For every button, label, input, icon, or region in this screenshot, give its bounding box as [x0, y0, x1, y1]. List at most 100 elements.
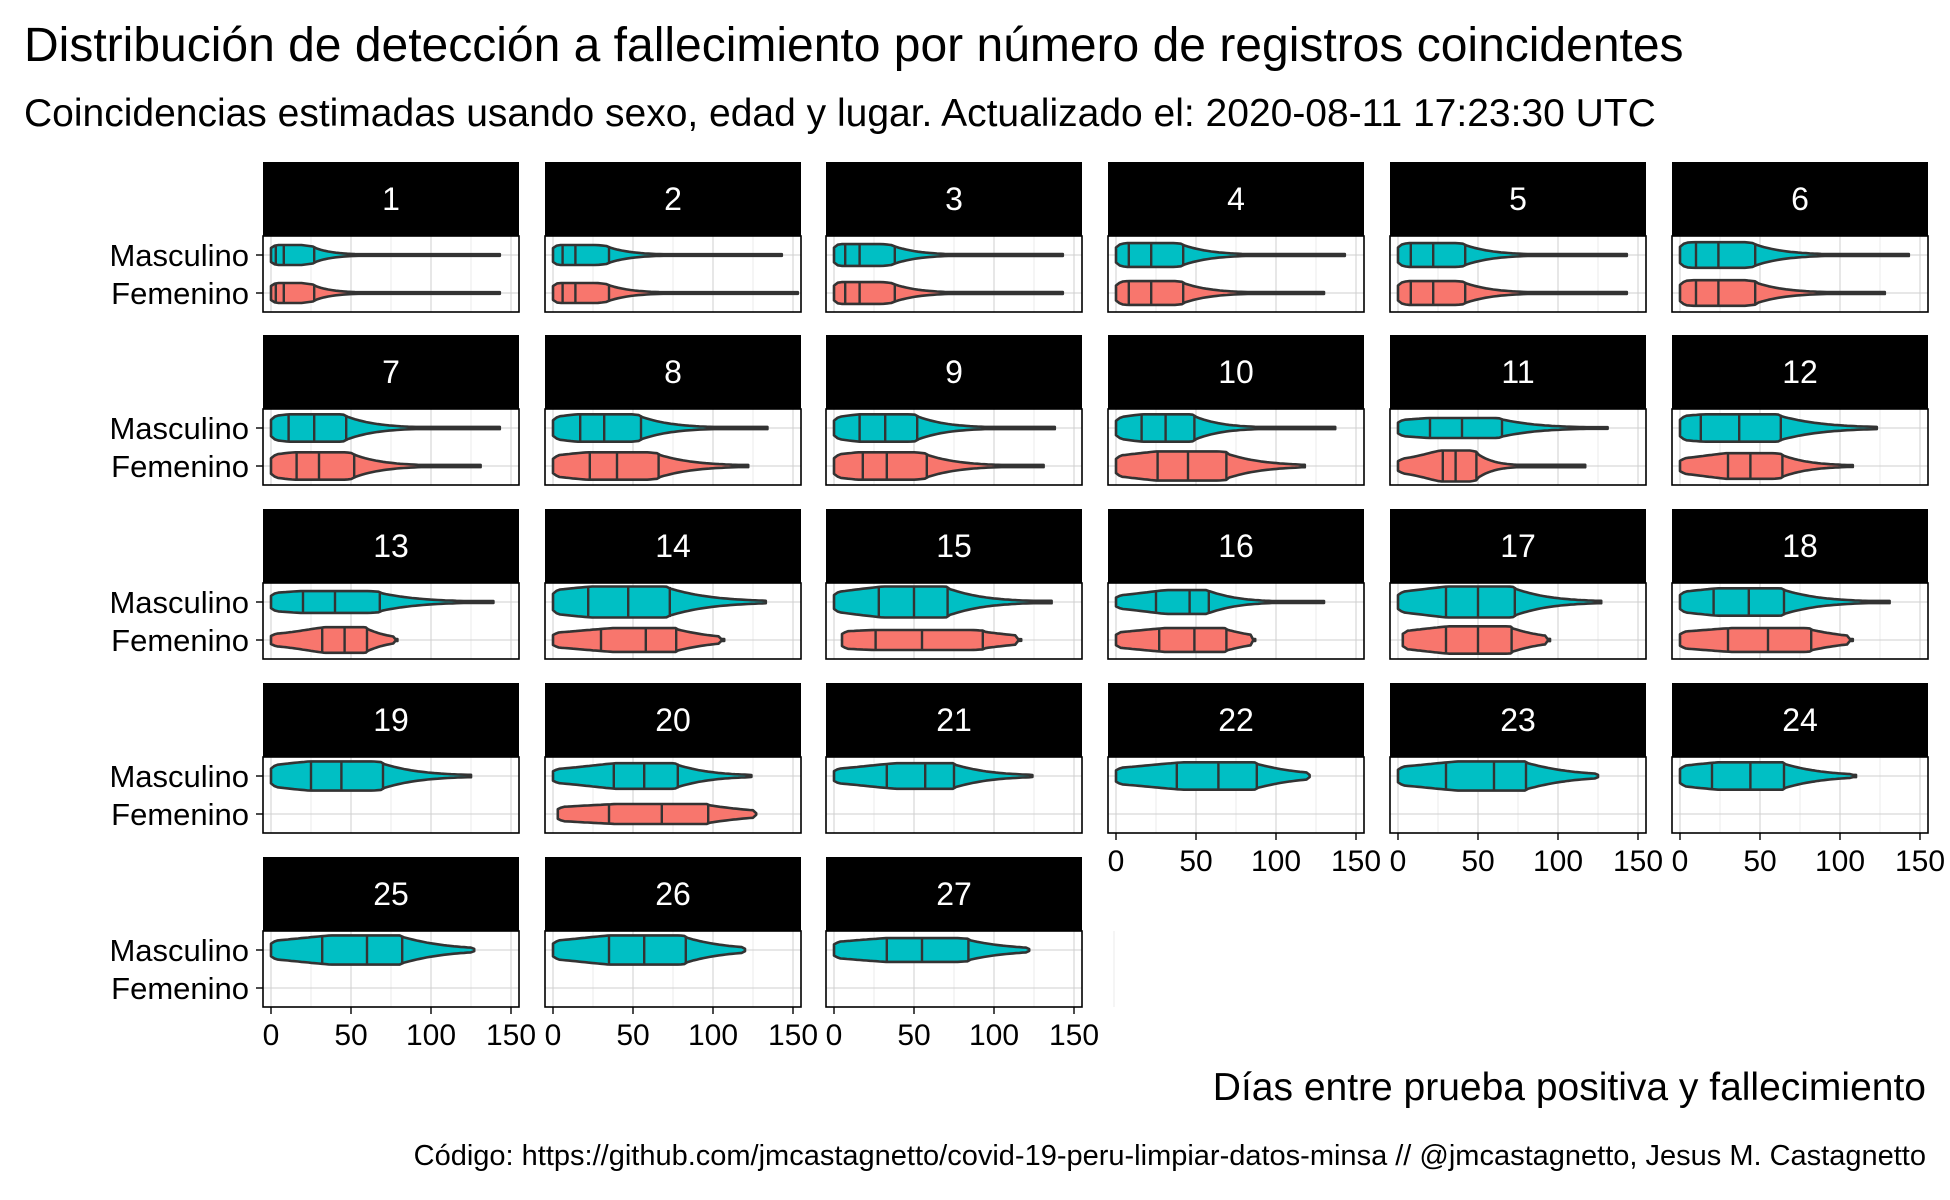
facet-strip: [1108, 162, 1364, 236]
facet-strip: [1108, 509, 1364, 583]
panel-border: [825, 408, 1083, 486]
panel-border: [1671, 235, 1929, 313]
facet-strip: [1672, 509, 1928, 583]
facet-strip: [545, 857, 801, 931]
panel-border: [1389, 756, 1647, 834]
facet-panel-23: 23 0 50 100 150: [1389, 683, 1679, 878]
facet-strip: [1672, 683, 1928, 757]
violin-femenino: [551, 281, 800, 305]
panel-border: [1389, 408, 1647, 486]
facet-strip: [1108, 683, 1364, 757]
facet-strip: [545, 509, 801, 583]
facet-panel-16: 16: [1107, 509, 1397, 660]
panel-border: [1389, 235, 1647, 313]
y-tick-label: Femenino: [111, 276, 249, 311]
facet-strip-label: 9: [945, 354, 963, 390]
y-tick-label: Femenino: [111, 623, 249, 658]
x-tick-label: 100: [1815, 845, 1865, 878]
violin-masculino: [1114, 588, 1326, 616]
facet-strip-label: 4: [1227, 181, 1245, 217]
facet-panel-18: 18: [1671, 509, 1929, 660]
facet-strip: [263, 335, 519, 409]
violin-masculino: [832, 242, 1065, 268]
panel-border: [262, 930, 520, 1008]
y-tick-label: Femenino: [111, 971, 249, 1006]
facet-panel-20: 20: [544, 683, 834, 834]
facet-strip-label: 23: [1500, 702, 1536, 738]
facet-strip-label: 2: [664, 181, 682, 217]
violin-masculino: [551, 585, 768, 619]
violin-masculino: [269, 243, 502, 267]
violin-femenino: [551, 451, 750, 481]
facet-panel-15: 15: [825, 509, 1115, 660]
x-tick-label: 0: [1390, 845, 1407, 878]
facet-panel-6: 6: [1671, 162, 1929, 313]
facet-strip-label: 25: [373, 876, 409, 912]
facet-strip-label: 21: [936, 702, 972, 738]
y-tick-label: Femenino: [111, 449, 249, 484]
panel-border: [544, 408, 802, 486]
facet-strip: [263, 857, 519, 931]
y-tick-label: Masculino: [109, 933, 249, 968]
violin-masculino: [551, 934, 747, 966]
facet-panel-17: 17: [1389, 509, 1679, 660]
facet-panel-11: 11: [1389, 335, 1679, 486]
violin-femenino: [840, 628, 1023, 652]
facet-panel-3: 3: [825, 162, 1115, 313]
panel-border: [825, 235, 1083, 313]
violin-femenino: [269, 451, 482, 481]
violin-femenino: [1396, 449, 1587, 483]
violin-masculino: [269, 760, 473, 792]
facet-strip: [826, 162, 1082, 236]
facet-strip-label: 6: [1791, 181, 1809, 217]
x-tick-label: 0: [545, 1019, 562, 1052]
violin-masculino: [832, 936, 1031, 964]
panel-border: [544, 582, 802, 660]
x-tick-label: 0: [1672, 845, 1689, 878]
chart-caption: Código: https://github.com/jmcastagnetto…: [413, 1140, 1926, 1172]
facet-strip-label: 10: [1218, 354, 1254, 390]
chart-subtitle: Coincidencias estimadas usando sexo, eda…: [24, 92, 1656, 135]
panel-border: [544, 235, 802, 313]
violin-masculino: [1396, 241, 1629, 269]
violin-masculino: [551, 761, 753, 791]
violin-masculino: [1396, 585, 1603, 619]
panel-border: [262, 582, 520, 660]
facet-strip: [263, 683, 519, 757]
facet-panel-8: 8: [544, 335, 834, 486]
facet-strip-label: 17: [1500, 528, 1536, 564]
y-tick-label: Masculino: [109, 585, 249, 620]
violin-femenino: [556, 802, 758, 826]
violin-masculino: [551, 413, 769, 443]
facet-strip: [545, 162, 801, 236]
facet-strip: [1390, 335, 1646, 409]
violin-femenino: [1678, 451, 1855, 481]
panel-border: [825, 582, 1083, 660]
panel-border: [544, 756, 802, 834]
x-tick-label: 50: [334, 1019, 367, 1052]
facet-strip-label: 12: [1782, 354, 1818, 390]
facet-strip-label: 7: [382, 354, 400, 390]
violin-masculino: [832, 585, 1053, 619]
x-tick-label: 100: [688, 1019, 738, 1052]
facet-strip: [263, 162, 519, 236]
facet-strip-label: 19: [373, 702, 409, 738]
violin-femenino: [1396, 279, 1629, 307]
facet-panel-26: 26 0 50 100 150: [544, 857, 834, 1052]
violin-femenino: [269, 281, 502, 305]
panel-border: [1389, 582, 1647, 660]
x-axis-label: Días entre prueba positiva y fallecimien…: [1212, 1066, 1926, 1109]
violin-masculino: [1114, 761, 1311, 791]
x-tick-label: 150: [486, 1019, 536, 1052]
violin-femenino: [551, 626, 726, 654]
x-tick-label: 100: [1533, 845, 1583, 878]
facet-strip-label: 3: [945, 181, 963, 217]
violin-masculino: [1678, 761, 1858, 791]
x-tick-label: 150: [1049, 1019, 1099, 1052]
facet-panel-12: 12: [1671, 335, 1929, 486]
panel-border: [544, 930, 802, 1008]
facet-panel-4: 4: [1107, 162, 1397, 313]
